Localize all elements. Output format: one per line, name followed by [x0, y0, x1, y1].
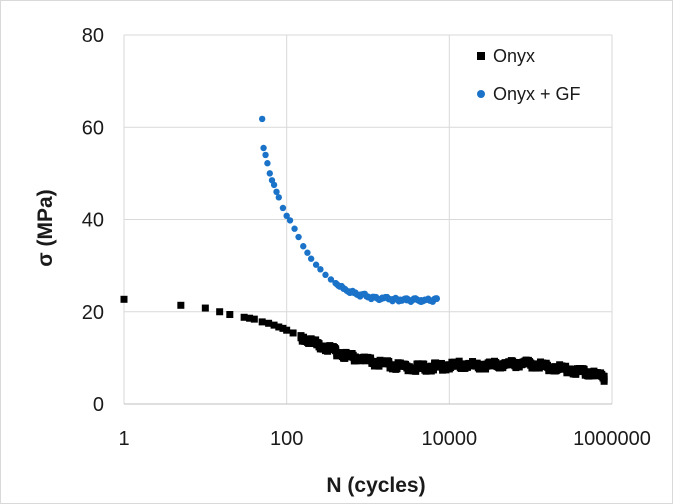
onyx-gf-point: [327, 276, 335, 283]
onyx-gf-point: [286, 217, 294, 224]
gridlines: [123, 34, 613, 405]
onyx-point: [120, 295, 128, 303]
legend-marker-onyx-gf: [477, 90, 485, 98]
legend-marker-onyx: [477, 52, 485, 60]
onyx-gf-point: [295, 233, 302, 241]
onyx-gf-point: [291, 225, 298, 232]
x-tick-label: 100: [270, 428, 303, 450]
y-tick-label: 20: [82, 302, 104, 324]
data-points: [120, 115, 608, 385]
onyx-gf-point: [260, 144, 267, 152]
onyx-gf-point: [307, 255, 315, 262]
onyx-gf-point: [317, 266, 324, 273]
onyx-gf-point: [283, 212, 290, 220]
onyx-point: [201, 304, 209, 312]
x-tick-label: 10000: [422, 428, 478, 450]
onyx-gf-point: [279, 204, 287, 212]
y-axis-ticks: 0 20 40 60 80: [82, 25, 104, 416]
legend-label-onyx-gf: Onyx + GF: [493, 84, 581, 104]
onyx-point: [226, 311, 234, 319]
onyx-gf-point: [270, 181, 278, 189]
y-axis-title: σ (MPa): [34, 189, 57, 266]
x-axis-title: N (cycles): [326, 474, 425, 497]
y-tick-label: 60: [82, 117, 104, 139]
legend-label-onyx: Onyx: [493, 46, 535, 66]
onyx-point: [250, 315, 258, 323]
onyx-point-dense: [412, 367, 420, 375]
onyx-point-dense: [429, 366, 437, 374]
onyx-gf-point-dense: [433, 295, 440, 302]
onyx-gf-point: [264, 160, 271, 167]
onyx-gf-point: [266, 170, 273, 177]
onyx-gf-point: [312, 261, 320, 268]
onyx-point: [283, 326, 291, 334]
onyx-point: [265, 319, 273, 327]
y-tick-label: 40: [82, 210, 104, 232]
onyx-point-dense: [600, 377, 608, 385]
onyx-point: [289, 329, 297, 337]
onyx-gf-point: [258, 115, 266, 123]
x-tick-label: 1: [118, 428, 129, 450]
onyx-point: [246, 314, 254, 322]
x-axis-ticks: 1 100 10000 1000000: [118, 428, 651, 450]
onyx-gf-point: [322, 271, 329, 279]
onyx-point: [216, 308, 224, 316]
onyx-point: [177, 301, 185, 309]
x-tick-label: 1000000: [573, 428, 651, 450]
onyx-gf-point: [273, 188, 280, 196]
y-tick-label: 0: [93, 394, 104, 416]
onyx-gf-point: [300, 243, 307, 250]
onyx-gf-point: [304, 249, 311, 256]
onyx-point: [270, 321, 278, 329]
onyx-gf-point: [262, 151, 269, 159]
legend: Onyx Onyx + GF: [477, 46, 581, 104]
y-tick-label: 80: [82, 25, 104, 47]
onyx-point: [279, 324, 287, 332]
onyx-point: [258, 318, 266, 326]
onyx-point: [240, 313, 248, 321]
onyx-point: [275, 323, 283, 331]
onyx-gf-point: [275, 194, 282, 201]
